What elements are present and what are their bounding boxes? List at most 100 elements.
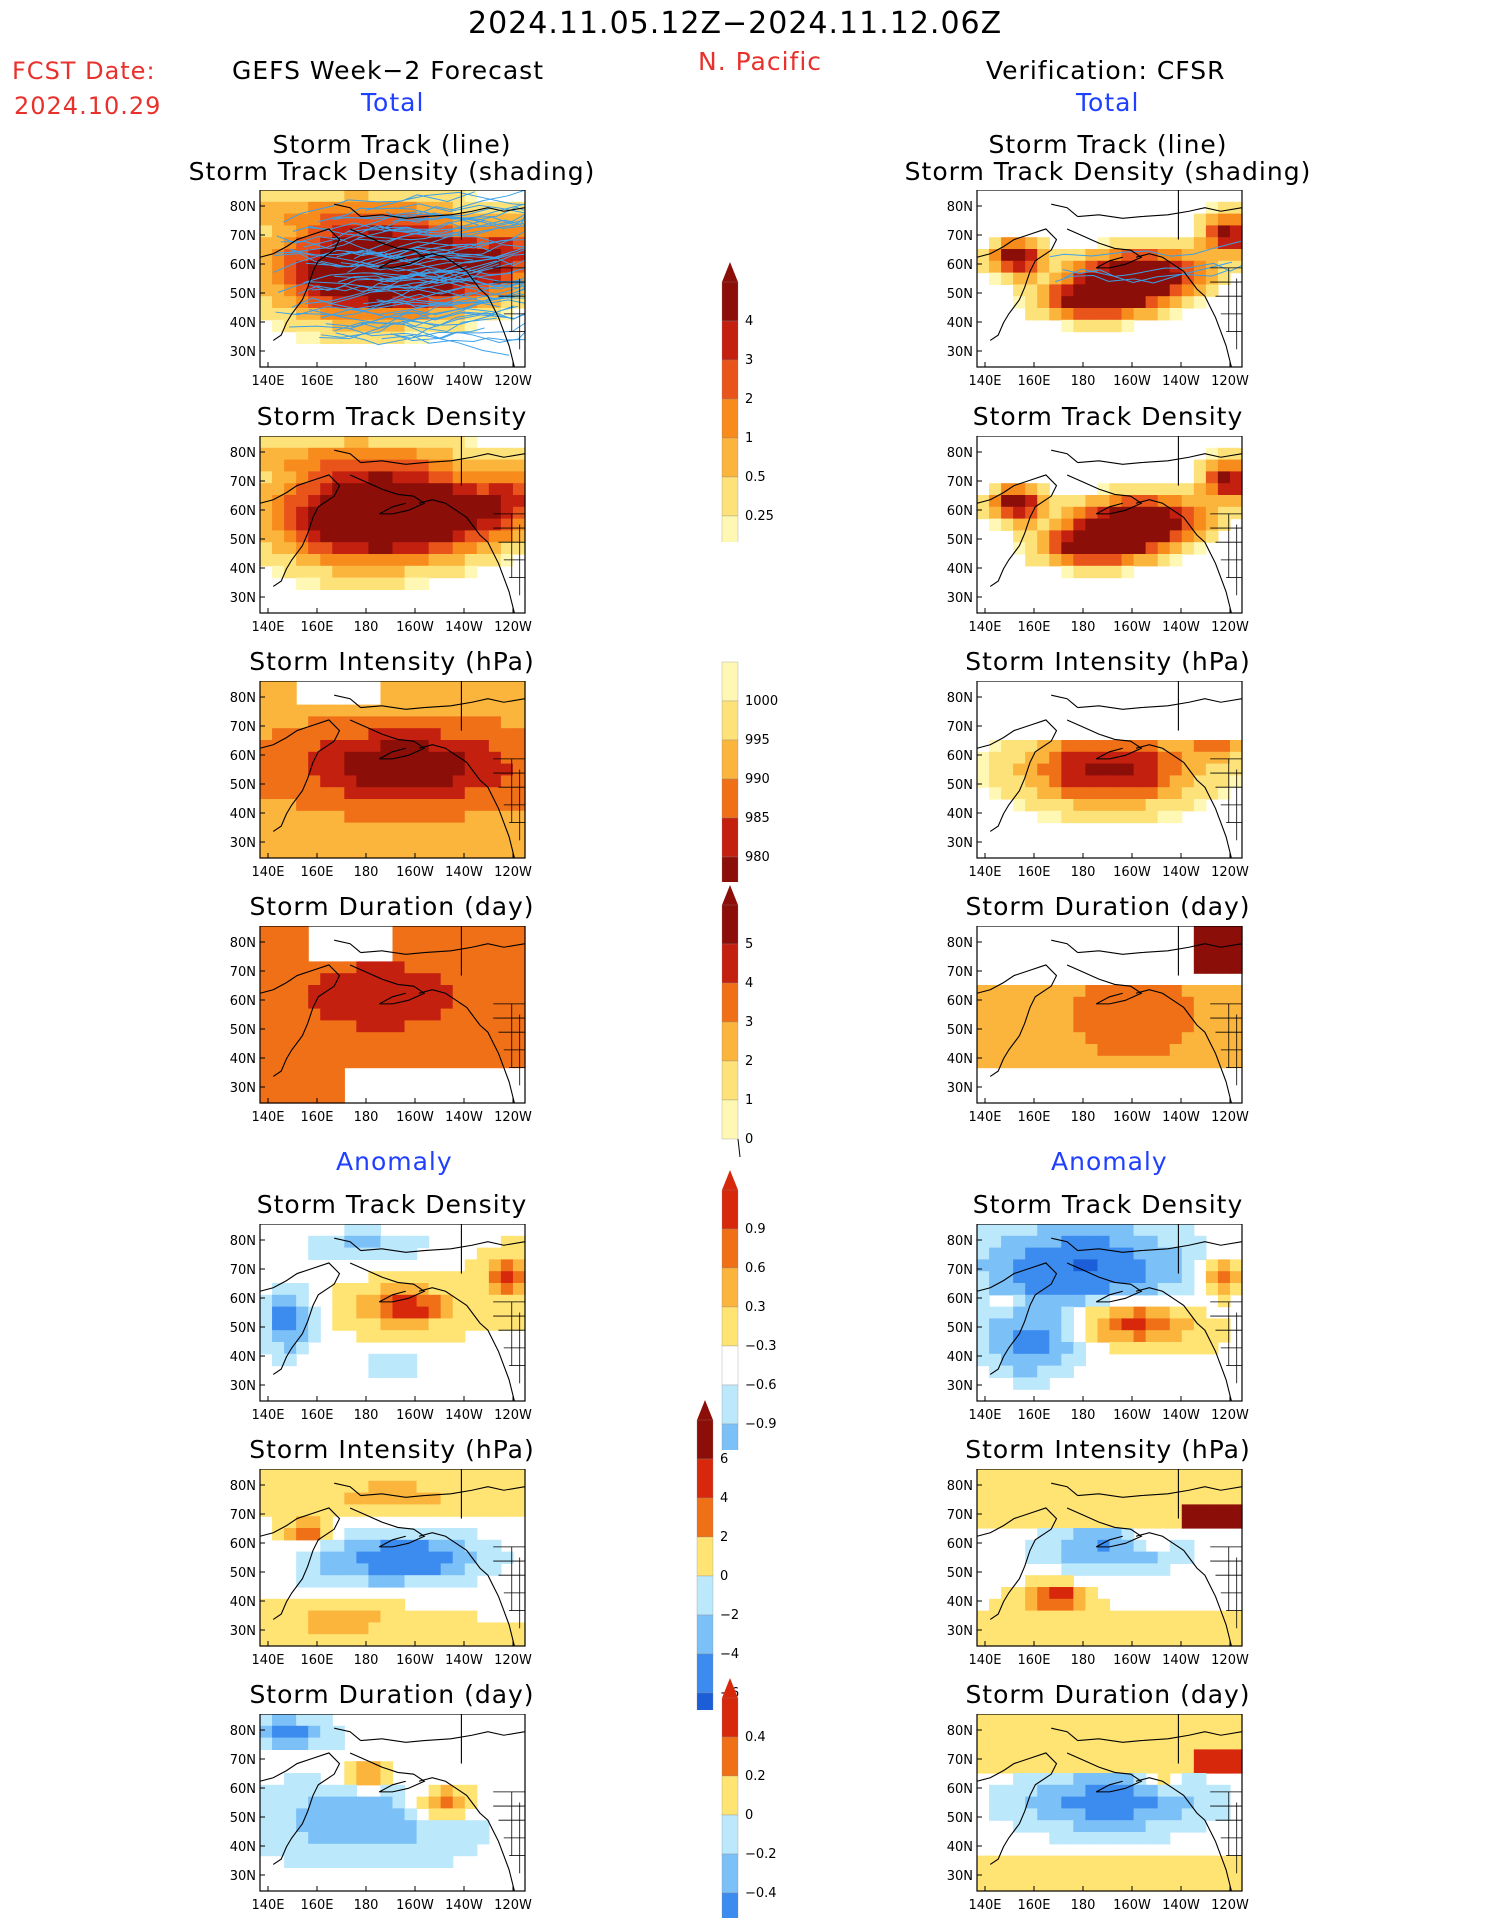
left-title-anom-density: Storm Track Density	[256, 1190, 528, 1219]
svg-text:70N: 70N	[230, 475, 256, 490]
svg-text:160E: 160E	[300, 1653, 333, 1668]
svg-text:60N: 60N	[947, 258, 973, 273]
right-title-intensity: Storm Intensity (hPa)	[965, 647, 1251, 676]
svg-text:120W: 120W	[494, 374, 532, 389]
svg-text:30N: 30N	[230, 345, 256, 360]
right-title-anom-density: Storm Track Density	[972, 1190, 1244, 1219]
right-title-anom-duration: Storm Duration (day)	[965, 1680, 1251, 1709]
svg-text:120W: 120W	[494, 1110, 532, 1125]
svg-text:120W: 120W	[494, 1653, 532, 1668]
svg-text:80N: 80N	[947, 1234, 973, 1249]
svg-text:0.3: 0.3	[745, 1300, 766, 1315]
svg-text:180: 180	[1071, 1110, 1096, 1125]
svg-text:180: 180	[1071, 1653, 1096, 1668]
svg-text:1000: 1000	[745, 694, 778, 709]
svg-text:40N: 40N	[947, 807, 973, 822]
svg-text:140E: 140E	[251, 620, 284, 635]
svg-text:30N: 30N	[230, 591, 256, 606]
svg-text:120W: 120W	[1211, 1408, 1249, 1423]
colorbar-density-total: 4 3 2 1 0.5 0.25	[721, 262, 774, 542]
svg-text:−2: −2	[720, 1608, 739, 1623]
svg-text:120W: 120W	[494, 865, 532, 880]
svg-text:160E: 160E	[1017, 1898, 1050, 1913]
svg-text:40N: 40N	[230, 1350, 256, 1365]
svg-text:120W: 120W	[1211, 1653, 1249, 1668]
svg-text:70N: 70N	[230, 965, 256, 980]
svg-text:−0.2: −0.2	[745, 1847, 777, 1862]
svg-text:30N: 30N	[230, 1379, 256, 1394]
svg-text:70N: 70N	[230, 720, 256, 735]
fcst-date-label: FCST Date:	[12, 57, 156, 85]
right-title-track-line: Storm Track (line)	[988, 130, 1228, 159]
svg-text:120W: 120W	[1211, 374, 1249, 389]
svg-text:70N: 70N	[947, 1753, 973, 1768]
svg-text:40N: 40N	[947, 316, 973, 331]
svg-text:40N: 40N	[230, 1595, 256, 1610]
svg-text:40N: 40N	[230, 1052, 256, 1067]
svg-text:140W: 140W	[1162, 865, 1200, 880]
svg-text:180: 180	[354, 620, 379, 635]
svg-text:160W: 160W	[1113, 865, 1151, 880]
svg-text:80N: 80N	[230, 1479, 256, 1494]
svg-text:−4: −4	[720, 1647, 739, 1662]
svg-text:70N: 70N	[947, 1263, 973, 1278]
svg-text:160W: 160W	[1113, 1898, 1151, 1913]
svg-text:2: 2	[720, 1530, 728, 1545]
svg-text:4: 4	[745, 314, 753, 329]
svg-text:30N: 30N	[947, 345, 973, 360]
svg-text:30N: 30N	[947, 1869, 973, 1884]
svg-text:80N: 80N	[947, 1724, 973, 1739]
svg-text:60N: 60N	[230, 749, 256, 764]
svg-text:50N: 50N	[230, 533, 256, 548]
svg-text:60N: 60N	[230, 258, 256, 273]
map-right-density-anomaly: 80N 70N 60N 50N 40N 30N 140E 160E 180 160W 140W 120…	[947, 1224, 1249, 1423]
map-right-intensity-total: 80N 70N 60N 50N 40N 30N 140E 160E 180 160W 140W 120…	[947, 681, 1249, 880]
svg-text:60N: 60N	[230, 1292, 256, 1307]
svg-text:160E: 160E	[300, 1110, 333, 1125]
svg-text:70N: 70N	[230, 1753, 256, 1768]
svg-text:4: 4	[720, 1491, 728, 1506]
map-left-duration-anomaly: 80N 70N 60N 50N 40N 30N 140E 160E 180 160W 140W 120…	[230, 1714, 532, 1913]
svg-text:180: 180	[354, 1408, 379, 1423]
svg-text:70N: 70N	[947, 965, 973, 980]
svg-text:50N: 50N	[230, 1566, 256, 1581]
svg-text:50N: 50N	[230, 1811, 256, 1826]
svg-text:40N: 40N	[230, 807, 256, 822]
svg-text:0.2: 0.2	[745, 1769, 766, 1784]
svg-text:30N: 30N	[230, 1624, 256, 1639]
left-title-duration: Storm Duration (day)	[249, 892, 535, 921]
svg-text:2: 2	[745, 1054, 753, 1069]
map-left-intensity-total: 80N 70N 60N 50N 40N 30N 140E 160E 180 160W 140W 120…	[230, 681, 532, 880]
svg-text:50N: 50N	[230, 1023, 256, 1038]
right-column-title: Verification: CFSR	[986, 56, 1226, 85]
svg-text:160W: 160W	[1113, 374, 1151, 389]
svg-text:0.25: 0.25	[745, 509, 774, 524]
svg-text:160W: 160W	[1113, 1653, 1151, 1668]
svg-text:160E: 160E	[300, 374, 333, 389]
svg-text:160E: 160E	[1017, 620, 1050, 635]
left-total-label: Total	[361, 88, 425, 117]
svg-text:140E: 140E	[968, 865, 1001, 880]
svg-text:160E: 160E	[1017, 1110, 1050, 1125]
svg-text:−0.4: −0.4	[745, 1886, 777, 1901]
svg-text:120W: 120W	[494, 1408, 532, 1423]
svg-text:80N: 80N	[230, 936, 256, 951]
svg-text:60N: 60N	[230, 994, 256, 1009]
svg-text:60N: 60N	[947, 1537, 973, 1552]
svg-text:120W: 120W	[1211, 865, 1249, 880]
left-title-anom-duration: Storm Duration (day)	[249, 1680, 535, 1709]
svg-text:140E: 140E	[251, 865, 284, 880]
svg-text:50N: 50N	[947, 1566, 973, 1581]
svg-text:40N: 40N	[230, 1840, 256, 1855]
svg-text:140W: 140W	[1162, 1110, 1200, 1125]
svg-text:180: 180	[1071, 374, 1096, 389]
svg-text:140W: 140W	[1162, 1898, 1200, 1913]
svg-text:70N: 70N	[230, 1508, 256, 1523]
right-title-anom-intensity: Storm Intensity (hPa)	[965, 1435, 1251, 1464]
svg-text:180: 180	[354, 1110, 379, 1125]
svg-text:4: 4	[745, 976, 753, 991]
svg-text:160W: 160W	[396, 374, 434, 389]
svg-text:80N: 80N	[947, 200, 973, 215]
svg-text:180: 180	[1071, 620, 1096, 635]
